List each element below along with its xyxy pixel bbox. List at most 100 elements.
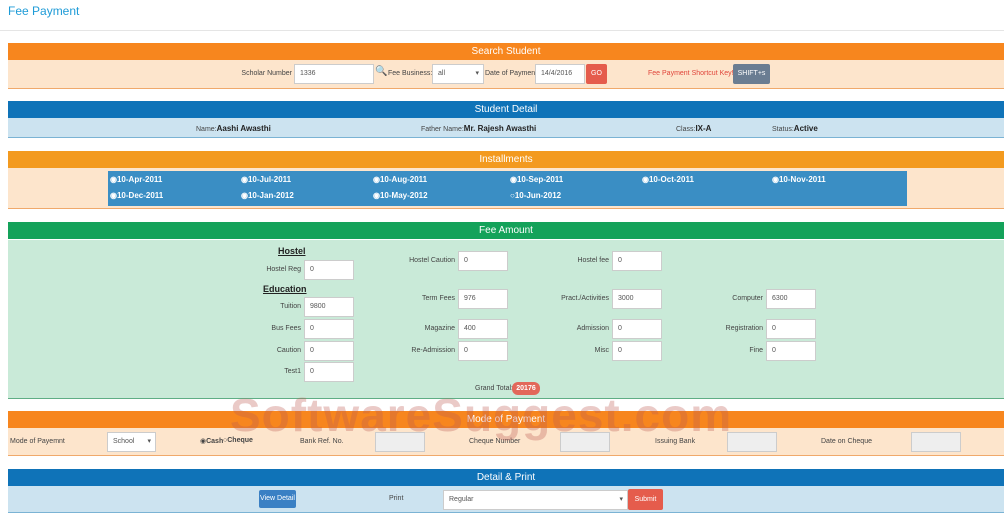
term-fees-input[interactable]: 976 bbox=[458, 289, 508, 309]
search-icon[interactable]: 🔍 bbox=[375, 66, 388, 77]
installment-label: 10-Jun-2012 bbox=[514, 191, 562, 200]
name-label: Name: bbox=[196, 126, 217, 133]
installment-label: 10-Dec-2011 bbox=[116, 191, 164, 200]
student-header: Student Detail bbox=[8, 101, 1004, 118]
installment-checkbox[interactable]: ◉10-Sep-2011 bbox=[510, 175, 563, 184]
cash-radio[interactable]: ◉Cash bbox=[200, 438, 224, 445]
installments-header: Installments bbox=[8, 151, 1004, 168]
grand-total-label: Grand Total: bbox=[475, 385, 514, 392]
computer-label: Computer bbox=[732, 295, 763, 302]
class-value: IX-A bbox=[695, 124, 712, 133]
cheque-radio[interactable]: ○Cheque bbox=[223, 437, 253, 444]
fee-business-label: Fee Business:- bbox=[388, 70, 435, 77]
installment-label: 10-Oct-2011 bbox=[648, 175, 694, 184]
hostel-section-title: Hostel bbox=[278, 246, 306, 256]
installment-checkbox[interactable]: ◉10-Apr-2011 bbox=[110, 175, 162, 184]
pract-label: Pract./Activities bbox=[561, 295, 609, 302]
radio-unchecked-icon: ○ bbox=[510, 191, 515, 200]
mode-value: School bbox=[113, 438, 135, 445]
date-cheque-input[interactable] bbox=[911, 432, 961, 452]
hostel-caution-input[interactable]: 0 bbox=[458, 251, 508, 271]
divider bbox=[0, 30, 1004, 31]
hostel-fee-input[interactable]: 0 bbox=[612, 251, 662, 271]
fine-label: Fine bbox=[749, 347, 763, 354]
fine-input[interactable]: 0 bbox=[766, 341, 816, 361]
installment-checkbox[interactable]: ◉10-Nov-2011 bbox=[772, 175, 826, 184]
hostel-caution-label: Hostel Caution bbox=[409, 257, 455, 264]
page-title: Fee Payment bbox=[8, 4, 80, 18]
installment-checkbox[interactable]: ◉10-Aug-2011 bbox=[373, 175, 427, 184]
radio-checked-icon: ◉ bbox=[642, 175, 649, 184]
registration-label: Registration bbox=[725, 325, 763, 332]
cheque-number-input[interactable] bbox=[560, 432, 610, 452]
date-of-payment-input[interactable]: 14/4/2016 bbox=[535, 64, 585, 84]
scholar-number-input[interactable]: 1336 bbox=[294, 64, 374, 84]
status-value: Active bbox=[793, 124, 818, 133]
father-name: Father Name:Mr. Rajesh Awasthi bbox=[421, 124, 536, 133]
print-label: Print bbox=[389, 495, 404, 502]
installment-checkbox[interactable]: ◉10-Jan-2012 bbox=[241, 191, 294, 200]
installment-checkbox[interactable]: ○10-Jun-2012 bbox=[510, 191, 561, 200]
print-select[interactable]: Regular ▾ bbox=[443, 490, 628, 510]
print-header: Detail & Print bbox=[8, 469, 1004, 486]
student-name: Name:Aashi Awasthi bbox=[196, 124, 271, 133]
registration-input[interactable]: 0 bbox=[766, 319, 816, 339]
bus-fees-input[interactable]: 0 bbox=[304, 319, 354, 339]
hostel-reg-input[interactable]: 0 bbox=[304, 260, 354, 280]
installment-checkbox[interactable]: ◉10-Jul-2011 bbox=[241, 175, 291, 184]
installment-checkbox[interactable]: ◉10-May-2012 bbox=[373, 191, 428, 200]
readmission-input[interactable]: 0 bbox=[458, 341, 508, 361]
mode-select[interactable]: School ▾ bbox=[107, 432, 156, 452]
radio-checked-icon: ◉ bbox=[772, 175, 779, 184]
issuing-bank-label: Issuing Bank bbox=[655, 438, 696, 445]
shortcut-label: Fee Payment Shortcut Key! bbox=[648, 70, 734, 77]
bank-ref-input[interactable] bbox=[375, 432, 425, 452]
installment-label: 10-Aug-2011 bbox=[379, 175, 428, 184]
shortcut-key-badge: SHIFT+s bbox=[733, 64, 770, 84]
view-detail-button[interactable]: View Detail bbox=[259, 490, 296, 508]
cheque-number-label: Cheque Number bbox=[469, 438, 521, 445]
misc-input[interactable]: 0 bbox=[612, 341, 662, 361]
radio-checked-icon: ◉ bbox=[241, 191, 248, 200]
computer-input[interactable]: 6300 bbox=[766, 289, 816, 309]
radio-checked-icon: ◉ bbox=[241, 175, 248, 184]
installment-label: 10-May-2012 bbox=[379, 191, 428, 200]
go-button[interactable]: GO bbox=[586, 64, 607, 84]
payment-header: Mode of Payment bbox=[8, 411, 1004, 428]
pract-input[interactable]: 3000 bbox=[612, 289, 662, 309]
date-label: Date of Payment bbox=[485, 70, 538, 77]
term-fees-label: Term Fees bbox=[421, 295, 455, 302]
test1-input[interactable]: 0 bbox=[304, 362, 354, 382]
tuition-input[interactable]: 9800 bbox=[304, 297, 354, 317]
admission-input[interactable]: 0 bbox=[612, 319, 662, 339]
name-value: Aashi Awasthi bbox=[216, 124, 271, 133]
magazine-input[interactable]: 400 bbox=[458, 319, 508, 339]
father-value: Mr. Rajesh Awasthi bbox=[463, 124, 537, 133]
installment-checkbox[interactable]: ◉10-Oct-2011 bbox=[642, 175, 694, 184]
installment-label: 10-Jan-2012 bbox=[247, 191, 294, 200]
mode-label: Mode of Payemnt bbox=[10, 438, 65, 445]
fee-business-value: all bbox=[438, 70, 446, 77]
bus-fees-label: Bus Fees bbox=[271, 325, 301, 332]
grand-total-badge: 20176 bbox=[512, 382, 540, 395]
payment-panel bbox=[8, 428, 1004, 456]
installment-label: 10-Apr-2011 bbox=[116, 175, 163, 184]
date-cheque-label: Date on Cheque bbox=[821, 438, 872, 445]
installment-checkbox[interactable]: ◉10-Dec-2011 bbox=[110, 191, 163, 200]
fee-business-select[interactable]: all ▾ bbox=[432, 64, 484, 84]
hostel-reg-label: Hostel Reg bbox=[266, 266, 301, 273]
installment-label: 10-Sep-2011 bbox=[516, 175, 564, 184]
radio-checked-icon: ◉ bbox=[373, 191, 380, 200]
installments-list bbox=[108, 171, 907, 206]
issuing-bank-input[interactable] bbox=[727, 432, 777, 452]
education-section-title: Education bbox=[263, 284, 307, 294]
caution-input[interactable]: 0 bbox=[304, 341, 354, 361]
misc-label: Misc bbox=[594, 347, 609, 354]
hostel-fee-label: Hostel fee bbox=[577, 257, 609, 264]
chevron-down-icon: ▾ bbox=[619, 496, 623, 503]
student-class: Class:IX-A bbox=[676, 124, 711, 133]
submit-button[interactable]: Submit bbox=[628, 489, 663, 510]
radio-checked-icon: ◉ bbox=[110, 175, 117, 184]
status-label: Status: bbox=[772, 126, 794, 133]
cash-label: Cash bbox=[206, 438, 224, 445]
